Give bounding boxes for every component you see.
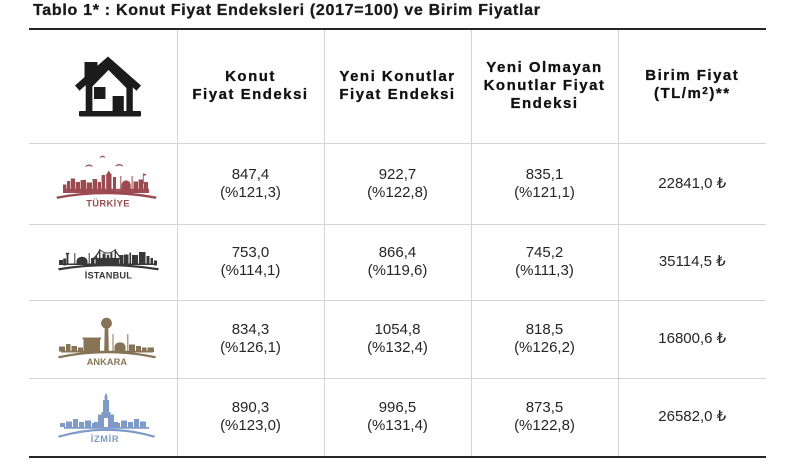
- svg-text:TÜRKİYE: TÜRKİYE: [86, 199, 130, 208]
- svg-text:İZMİR: İZMİR: [91, 434, 120, 443]
- svg-text:ANKARA: ANKARA: [87, 357, 128, 366]
- svg-text:İSTANBUL: İSTANBUL: [84, 271, 132, 280]
